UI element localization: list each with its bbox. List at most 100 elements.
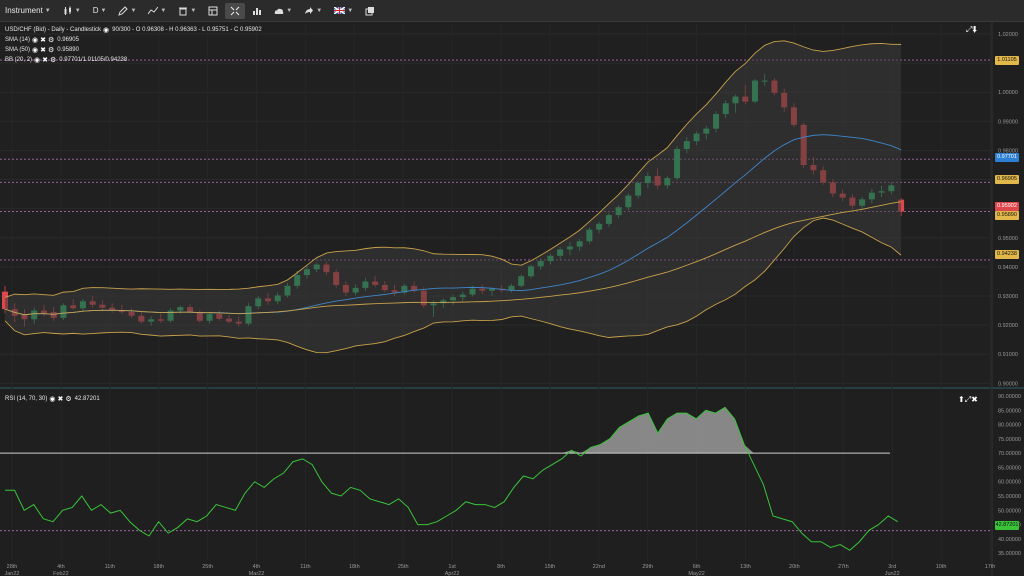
gear-icon[interactable]: ⚙ (65, 396, 72, 403)
sma50-value: 0.95890 (57, 47, 79, 53)
bollinger-upper-line (4, 40, 902, 298)
timeframe-label: D (92, 6, 99, 15)
rsi-axis-label: 55.00000 (998, 494, 1021, 500)
gear-icon[interactable]: ⚙ (48, 37, 55, 44)
rsi-axis-label: 80.00000 (998, 423, 1021, 429)
chevron-down-icon: ▼ (130, 7, 137, 14)
trash-icon (179, 7, 188, 15)
rsi-axis-label: 35.00000 (998, 551, 1021, 557)
layout-button[interactable] (203, 3, 223, 19)
chevron-down-icon: ▼ (100, 7, 107, 14)
rsi-axis-label: 60.00000 (998, 480, 1021, 486)
date-axis-label: 10th (936, 564, 947, 570)
date-axis-label: 27th (838, 564, 849, 570)
instrument-label: Instrument (5, 6, 43, 15)
price-axis-label: 0.99000 (998, 119, 1018, 125)
close-icon[interactable]: ✖ (42, 57, 48, 64)
rsi-axis-label: 50.00000 (998, 508, 1021, 514)
bollinger-lower-line (4, 217, 902, 354)
bb-legend: BB (20, 2) ◉ ✖ ⚙ 0.97701/1.01105/0.94238 (5, 56, 127, 64)
date-axis-label: 11th (105, 564, 115, 570)
date-axis-label: 3rd (888, 564, 896, 570)
date-axis-label: 11th (300, 564, 310, 570)
sma50-legend: SMA (50) ◉ ✖ ⚙ 0.95890 (5, 46, 79, 54)
arrow-up-icon[interactable]: ⬆ (958, 395, 965, 404)
language-menu[interactable]: ▼ (329, 3, 358, 19)
date-axis-label: 6th (693, 564, 701, 570)
price-axis-label: 1.00000 (998, 90, 1018, 96)
rsi-axis-label: 40.00000 (998, 537, 1021, 543)
close-icon[interactable]: ✖ (57, 396, 64, 403)
date-axis-label: 25th (398, 564, 409, 570)
date-axis-month: Jan22 (5, 571, 20, 576)
sma14-label: SMA (14) (5, 37, 31, 43)
weather-menu[interactable]: ▼ (269, 3, 297, 19)
eye-icon[interactable]: ◉ (34, 57, 41, 64)
date-axis-month: Jun22 (885, 571, 900, 576)
eye-icon[interactable]: ◉ (32, 47, 39, 54)
layout-icon (208, 6, 218, 15)
rsi-overbought-fill (561, 450, 581, 454)
chevron-down-icon: ▼ (316, 7, 323, 14)
maximize-icon[interactable]: ⤢ (964, 395, 972, 404)
indicators-menu[interactable]: ▼ (143, 3, 171, 19)
rsi-overbought-fill (581, 407, 754, 454)
chevron-down-icon: ▼ (190, 7, 197, 14)
date-axis-month: Mar22 (249, 571, 265, 576)
instrument-title: USD/CHF (Bid) - Daily - Candlestick (5, 27, 102, 33)
date-axis-label: 13th (740, 564, 751, 570)
eye-icon[interactable]: ◉ (32, 37, 39, 44)
price-axis-label: 1.02000 (998, 32, 1018, 38)
arrow-down-icon[interactable]: ⬇ (972, 25, 978, 34)
gear-icon[interactable]: ⚙ (50, 57, 57, 64)
date-axis-label: 22nd (593, 564, 605, 570)
chevron-down-icon: ▼ (160, 7, 167, 14)
date-axis-label: 4th (253, 564, 261, 570)
crosshair-button[interactable] (225, 2, 246, 19)
date-axis-label: 4th (57, 564, 65, 570)
price-axis-label: 0.90000 (998, 381, 1018, 387)
close-icon[interactable]: ✖ (971, 395, 978, 404)
date-axis-label: 25th (202, 564, 213, 570)
price-axis-label: 0.92000 (998, 323, 1018, 329)
rsi-label: RSI (14, 70, 30) (5, 396, 48, 402)
timeframe-menu[interactable]: D ▼ (88, 3, 112, 19)
close-icon[interactable]: ✖ (40, 47, 46, 54)
volume-button[interactable] (247, 3, 267, 19)
delete-menu[interactable]: ▼ (173, 3, 201, 19)
sma14-tag: 0.96905 (995, 175, 1019, 184)
eye-icon[interactable]: ◉ (49, 396, 56, 403)
chevron-down-icon: ▼ (347, 7, 354, 14)
main-panel-controls: ⤢⬇ (966, 25, 977, 35)
pencil-icon (118, 5, 129, 16)
share-menu[interactable]: ▼ (299, 3, 327, 19)
date-axis-label: 18th (349, 564, 360, 570)
sma50-line (4, 201, 902, 316)
price-axis-label: 0.95000 (998, 236, 1018, 242)
eye-icon[interactable]: ◉ (103, 27, 110, 34)
popout-button[interactable] (360, 3, 380, 19)
rsi-axis-label: 65.00000 (998, 465, 1021, 471)
chart-area[interactable]: 1.020001.010001.000000.990000.980000.970… (0, 22, 1024, 576)
chevron-down-icon: ▼ (286, 7, 293, 14)
toolbar: Instrument ▼ ▼ D ▼ ▼ ▼ ▼ ▼ ▼ ▼ (0, 0, 1024, 22)
chart-type-menu[interactable]: ▼ (58, 3, 86, 19)
date-axis-month: May22 (688, 571, 705, 576)
close-icon[interactable]: ✖ (40, 37, 46, 44)
rsi-value: 42.87201 (74, 396, 100, 402)
price-axis-label: 0.94000 (998, 265, 1018, 271)
bb-label: BB (20, 2) (5, 57, 33, 63)
drawing-tools-menu[interactable]: ▼ (113, 3, 141, 19)
maximize-icon[interactable]: ⤢ (966, 25, 973, 34)
gear-icon[interactable]: ⚙ (48, 47, 55, 54)
rsi-legend: RSI (14, 70, 30) ◉ ✖ ⚙ 42.87201 (5, 395, 100, 403)
share-icon (305, 6, 314, 14)
price-axis-label: 0.91000 (998, 352, 1018, 358)
candlestick-icon (64, 6, 71, 15)
sma14-legend: SMA (14) ◉ ✖ ⚙ 0.96905 (5, 36, 79, 44)
main-legend-title: USD/CHF (Bid) - Daily - Candlestick ◉ 90… (5, 26, 262, 34)
instrument-menu[interactable]: Instrument ▼ (0, 3, 56, 19)
date-axis-label: 1st (448, 564, 456, 570)
close-price-tag: 0.95902 (995, 202, 1019, 211)
crosshair-icon (230, 6, 240, 15)
